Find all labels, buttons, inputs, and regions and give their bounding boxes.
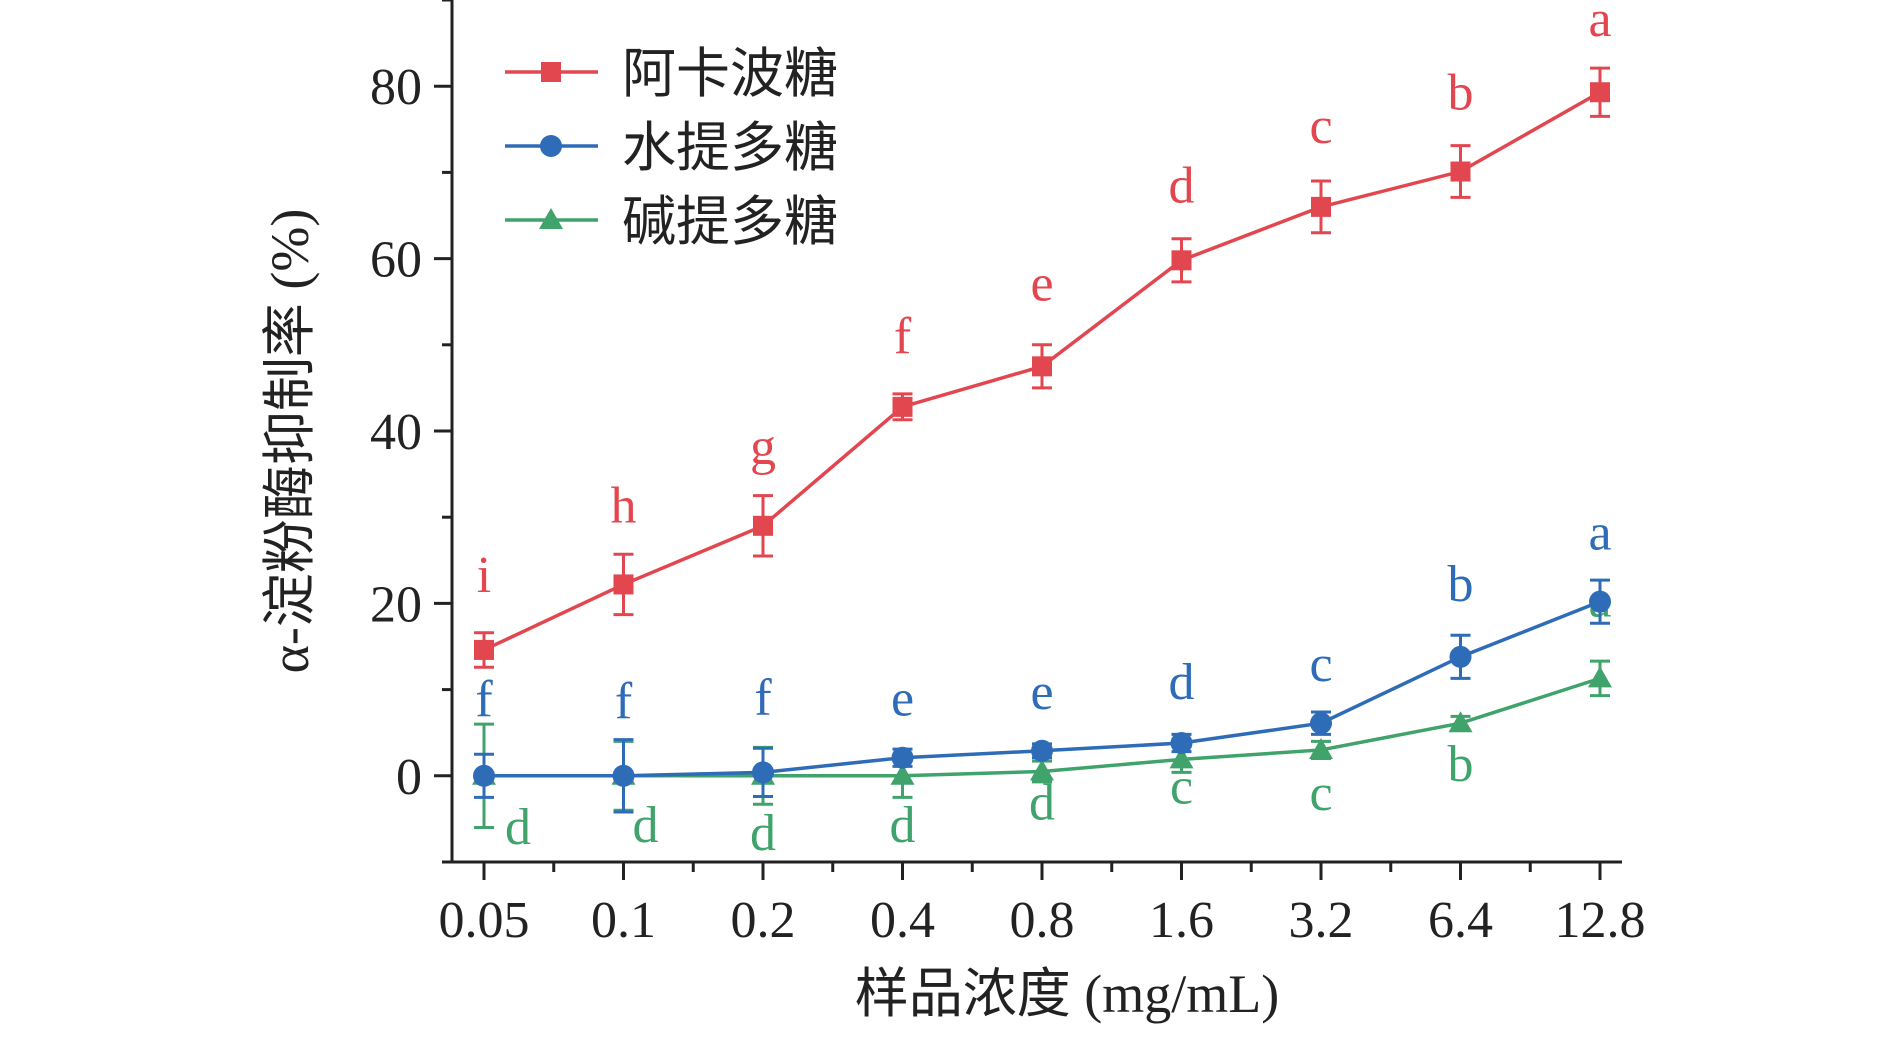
legend-item: 碱提多糖	[505, 192, 838, 252]
significance-label: c	[1170, 758, 1193, 815]
legend-label: 阿卡波糖	[622, 44, 838, 104]
significance-label: c	[1309, 765, 1332, 822]
data-point	[474, 639, 494, 660]
y-axis-title: α-淀粉酶抑制率 (%)	[260, 209, 320, 674]
data-point	[612, 764, 635, 787]
significance-label: d	[750, 805, 776, 862]
significance-label: d	[633, 797, 659, 854]
significance-label: g	[750, 419, 776, 476]
significance-label: h	[611, 477, 637, 534]
data-point	[752, 761, 774, 784]
data-point	[1032, 356, 1052, 377]
data-point	[1450, 161, 1471, 182]
series-1: i h g f e d c b a	[474, 0, 1612, 669]
significance-label: e	[1030, 664, 1053, 721]
x-tick-label: 3.2	[1289, 892, 1354, 949]
significance-label: c	[1309, 636, 1332, 693]
data-point	[1170, 732, 1193, 755]
series-layer: dddddccbafffeedcbaihgfedcba	[472, 0, 1612, 862]
y-tick-label: 0	[396, 749, 422, 806]
data-point	[753, 515, 773, 536]
legend-marker	[541, 62, 561, 82]
significance-label: f	[894, 308, 912, 365]
data-point	[892, 396, 913, 417]
significance-label: f	[615, 673, 633, 730]
significance-label: f	[754, 669, 772, 726]
data-point	[1449, 645, 1472, 668]
significance-label: a	[1588, 505, 1611, 562]
axes: 0 20 40 60 80 0.05 0.1 0.2 0.4 0.8 1.6 3.2 6.4 12.8	[370, 0, 1646, 949]
data-point	[1031, 739, 1053, 762]
significance-label: d	[1169, 654, 1195, 711]
significance-label: d	[1169, 157, 1195, 214]
x-tick-label: 0.8	[1010, 892, 1075, 949]
data-point	[1169, 747, 1194, 769]
data-point	[891, 746, 914, 769]
x-tick-label: 0.4	[870, 892, 935, 949]
x-tick-label: 0.05	[439, 892, 530, 949]
legend-label: 碱提多糖	[622, 192, 838, 252]
data-point	[890, 763, 915, 785]
significance-label: i	[477, 547, 491, 604]
legend-marker	[539, 208, 563, 229]
data-point	[1310, 712, 1332, 735]
x-tick-label: 6.4	[1428, 892, 1493, 949]
data-point	[1309, 737, 1333, 759]
significance-label: d	[505, 799, 531, 856]
data-point	[1589, 590, 1611, 613]
legend-marker	[540, 135, 562, 157]
significance-label: b	[1448, 65, 1474, 122]
legend-item: 水提多糖	[505, 118, 838, 178]
data-point	[1590, 82, 1610, 103]
data-point	[1448, 711, 1473, 733]
data-point	[1311, 196, 1331, 217]
significance-label: c	[1309, 98, 1332, 155]
y-tick-label: 40	[370, 404, 422, 461]
significance-label: d	[890, 797, 916, 854]
legend-label: 水提多糖	[622, 118, 838, 178]
data-point	[1588, 666, 1612, 688]
significance-label: a	[1588, 0, 1611, 48]
significance-label: f	[475, 671, 493, 728]
x-tick-label: 1.6	[1149, 892, 1214, 949]
x-tick-label: 0.1	[591, 892, 656, 949]
significance-label: b	[1448, 556, 1474, 613]
data-point	[473, 764, 495, 787]
significance-label: d	[1029, 774, 1055, 831]
data-point	[1171, 250, 1192, 271]
legend-item: 阿卡波糖	[505, 44, 838, 104]
significance-label: b	[1448, 736, 1474, 793]
x-tick-label: 12.8	[1555, 892, 1646, 949]
significance-label: e	[1030, 255, 1053, 312]
y-tick-label: 20	[370, 576, 422, 633]
x-axis-title: 样品浓度 (mg/mL)	[855, 964, 1279, 1024]
y-tick-label: 80	[370, 59, 422, 116]
y-tick-label: 60	[370, 232, 422, 289]
x-tick-label: 0.2	[731, 892, 796, 949]
data-point	[1030, 759, 1054, 781]
series-2: f f f e e d cba	[473, 505, 1612, 814]
significance-label: e	[891, 671, 914, 728]
data-point	[613, 574, 634, 595]
